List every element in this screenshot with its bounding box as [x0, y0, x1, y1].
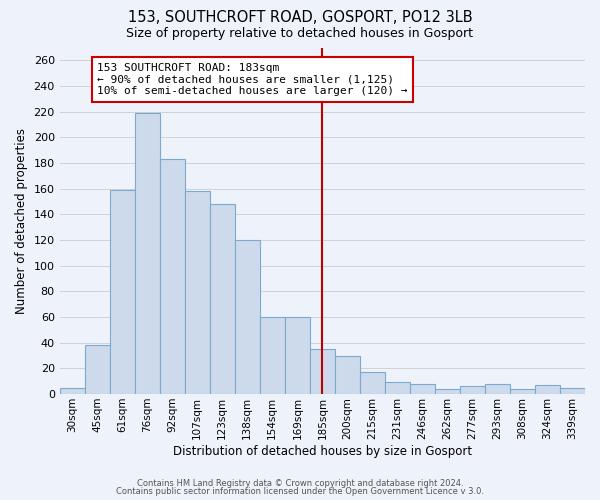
Bar [160, 159, 185, 394]
X-axis label: Distribution of detached houses by size in Gosport: Distribution of detached houses by size … [173, 444, 472, 458]
Bar [310, 349, 335, 394]
Bar [485, 384, 510, 394]
Bar [210, 204, 235, 394]
Text: Size of property relative to detached houses in Gosport: Size of property relative to detached ho… [127, 28, 473, 40]
Bar [510, 389, 535, 394]
Text: 153, SOUTHCROFT ROAD, GOSPORT, PO12 3LB: 153, SOUTHCROFT ROAD, GOSPORT, PO12 3LB [128, 10, 472, 25]
Bar [360, 372, 385, 394]
Bar [535, 385, 560, 394]
Text: Contains HM Land Registry data © Crown copyright and database right 2024.: Contains HM Land Registry data © Crown c… [137, 478, 463, 488]
Bar [335, 356, 360, 394]
Bar [110, 190, 135, 394]
Bar [85, 346, 110, 394]
Bar [59, 388, 85, 394]
Text: Contains public sector information licensed under the Open Government Licence v : Contains public sector information licen… [116, 487, 484, 496]
Bar [560, 388, 585, 394]
Text: 153 SOUTHCROFT ROAD: 183sqm
← 90% of detached houses are smaller (1,125)
10% of : 153 SOUTHCROFT ROAD: 183sqm ← 90% of det… [97, 63, 407, 96]
Bar [260, 317, 285, 394]
Bar [435, 389, 460, 394]
Bar [385, 382, 410, 394]
Bar [185, 192, 210, 394]
Bar [235, 240, 260, 394]
Y-axis label: Number of detached properties: Number of detached properties [15, 128, 28, 314]
Bar [460, 386, 485, 394]
Bar [285, 317, 310, 394]
Bar [135, 113, 160, 394]
Bar [410, 384, 435, 394]
